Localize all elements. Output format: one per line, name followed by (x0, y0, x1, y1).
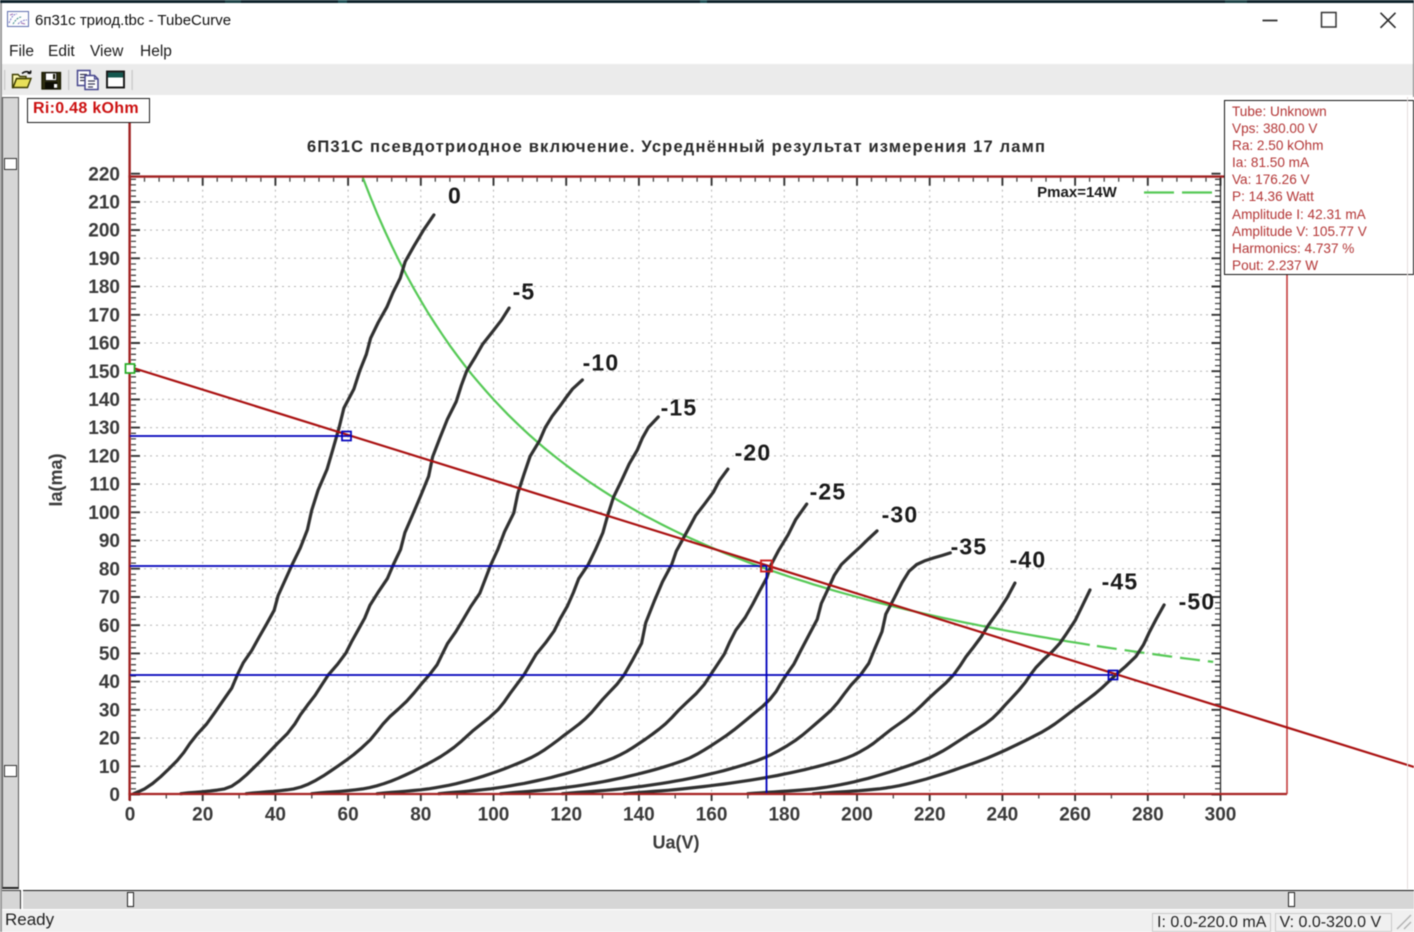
svg-text:210: 210 (88, 193, 120, 214)
svg-text:30: 30 (99, 700, 120, 721)
svg-text:260: 260 (1059, 805, 1091, 826)
svg-text:150: 150 (88, 362, 120, 383)
svg-text:100: 100 (88, 503, 120, 524)
svg-text:160: 160 (88, 334, 120, 355)
svg-text:0: 0 (125, 805, 136, 826)
svg-text:0: 0 (109, 785, 120, 806)
svg-text:180: 180 (768, 805, 800, 826)
svg-text:70: 70 (99, 588, 120, 609)
svg-text:-15: -15 (661, 395, 698, 421)
svg-text:110: 110 (89, 475, 120, 496)
svg-text:180: 180 (88, 277, 120, 298)
svg-text:140: 140 (623, 805, 655, 826)
svg-text:Ua(V): Ua(V) (652, 833, 699, 853)
svg-text:200: 200 (841, 805, 873, 826)
svg-text:-45: -45 (1102, 569, 1139, 595)
svg-text:100: 100 (478, 805, 510, 826)
svg-text:60: 60 (99, 616, 120, 637)
svg-text:220: 220 (88, 164, 120, 185)
svg-text:240: 240 (987, 805, 1019, 826)
svg-text:6П31С псевдотриодное включение: 6П31С псевдотриодное включение. Усреднён… (307, 138, 1045, 156)
svg-text:Ia(ma): Ia(ma) (46, 453, 66, 506)
svg-text:40: 40 (265, 805, 286, 826)
svg-text:-10: -10 (583, 350, 620, 376)
svg-text:200: 200 (88, 221, 120, 242)
svg-text:80: 80 (410, 805, 431, 826)
svg-text:220: 220 (914, 805, 946, 826)
svg-text:170: 170 (88, 305, 120, 326)
svg-text:-20: -20 (735, 440, 772, 466)
svg-text:20: 20 (192, 805, 213, 826)
svg-text:80: 80 (99, 559, 120, 580)
svg-text:-40: -40 (1010, 547, 1047, 573)
svg-text:-35: -35 (951, 534, 988, 560)
svg-text:90: 90 (99, 531, 120, 552)
svg-text:60: 60 (338, 805, 359, 826)
svg-text:-25: -25 (810, 479, 847, 505)
svg-text:130: 130 (88, 418, 120, 439)
svg-text:50: 50 (99, 644, 120, 665)
svg-text:20: 20 (99, 729, 120, 750)
svg-text:120: 120 (88, 447, 120, 468)
svg-text:190: 190 (88, 249, 120, 270)
svg-text:Pmax=14W: Pmax=14W (1037, 184, 1117, 201)
svg-text:0: 0 (448, 183, 462, 209)
svg-text:-30: -30 (882, 502, 919, 528)
svg-text:120: 120 (550, 805, 582, 826)
svg-text:-5: -5 (513, 279, 536, 305)
svg-text:300: 300 (1205, 805, 1237, 826)
svg-text:140: 140 (88, 390, 120, 411)
svg-text:-50: -50 (1179, 589, 1216, 615)
svg-text:40: 40 (99, 672, 120, 693)
svg-text:160: 160 (696, 805, 728, 826)
svg-text:280: 280 (1132, 805, 1164, 826)
svg-text:10: 10 (99, 757, 120, 778)
